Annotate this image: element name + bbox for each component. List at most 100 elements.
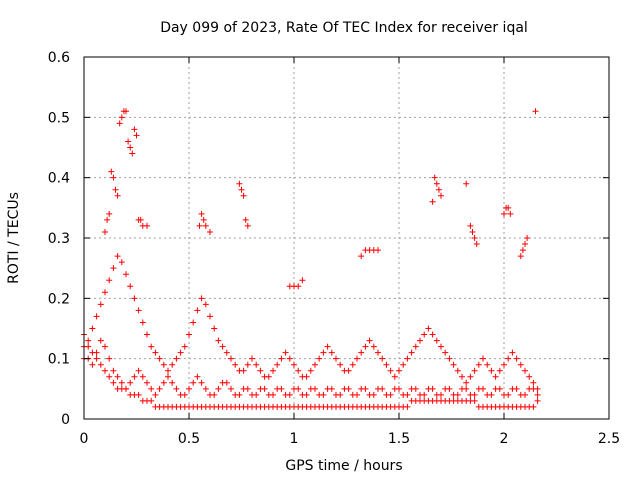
data-point xyxy=(148,343,155,350)
data-point xyxy=(129,150,136,157)
y-tick-label: 0.2 xyxy=(48,291,70,307)
data-point xyxy=(278,385,285,392)
data-point xyxy=(169,379,176,386)
data-point xyxy=(194,373,201,380)
data-point xyxy=(110,367,117,374)
data-point xyxy=(165,373,171,380)
y-tick-label: 0.1 xyxy=(48,352,70,368)
data-point xyxy=(463,379,470,386)
data-point xyxy=(133,132,140,139)
data-point xyxy=(400,361,407,368)
data-point xyxy=(524,235,531,241)
data-point xyxy=(198,210,205,217)
data-point xyxy=(198,295,205,302)
data-point xyxy=(295,385,302,392)
data-point xyxy=(139,373,146,380)
data-point xyxy=(190,379,197,386)
data-point xyxy=(412,385,419,392)
data-point xyxy=(156,385,163,392)
data-point xyxy=(333,355,339,362)
chart-title: Day 099 of 2023, Rate Of TEC Index for r… xyxy=(160,20,528,36)
data-point xyxy=(106,210,113,217)
data-point xyxy=(396,385,402,392)
data-point xyxy=(396,367,402,374)
data-point xyxy=(446,385,453,392)
data-point xyxy=(366,337,373,344)
data-point xyxy=(253,391,260,398)
data-point xyxy=(257,367,264,374)
data-point xyxy=(211,391,218,398)
data-point xyxy=(144,379,150,386)
y-axis-label: ROTI / TECUs xyxy=(6,192,22,284)
data-point xyxy=(173,385,180,392)
data-point xyxy=(354,355,360,362)
data-point xyxy=(202,222,209,229)
data-point xyxy=(236,391,243,398)
y-tick-label: 0 xyxy=(61,412,70,428)
data-point xyxy=(291,361,297,368)
data-point xyxy=(379,355,386,362)
data-point xyxy=(148,397,155,404)
data-point xyxy=(127,283,134,290)
data-point xyxy=(278,355,285,362)
data-point xyxy=(438,391,444,398)
data-point xyxy=(509,349,516,356)
data-point xyxy=(328,349,335,356)
x-axis-label: GPS time / hours xyxy=(285,458,402,474)
data-point xyxy=(240,192,247,199)
data-point xyxy=(118,379,125,386)
data-point xyxy=(152,391,159,398)
data-point xyxy=(110,174,117,181)
y-tick-label: 0.4 xyxy=(48,171,70,187)
y-tick-label: 0.5 xyxy=(48,110,70,126)
data-point xyxy=(160,361,167,368)
data-point xyxy=(127,144,134,151)
x-axis-ticks: 0 0.5 1 1.5 2 2.5 xyxy=(80,57,620,447)
data-point xyxy=(156,355,163,362)
data-point xyxy=(249,355,255,362)
data-point xyxy=(270,367,276,374)
data-point xyxy=(228,385,234,392)
data-point xyxy=(118,114,125,121)
data-point xyxy=(379,385,386,392)
data-point xyxy=(202,385,209,392)
data-point xyxy=(110,265,117,272)
data-point xyxy=(425,325,432,332)
data-point xyxy=(488,367,495,374)
data-point xyxy=(228,355,234,362)
data-point xyxy=(97,337,104,344)
data-point xyxy=(513,385,520,392)
grid-lines xyxy=(84,57,609,419)
data-point xyxy=(186,385,192,392)
data-point xyxy=(114,192,121,199)
data-point xyxy=(131,126,138,133)
data-point xyxy=(219,343,226,350)
data-point xyxy=(522,367,528,374)
data-point xyxy=(375,349,381,356)
data-point xyxy=(265,373,272,380)
data-point xyxy=(236,180,243,187)
data-point xyxy=(467,222,474,229)
data-point xyxy=(196,222,203,229)
data-point xyxy=(442,349,449,356)
x-tick-label: 0 xyxy=(80,431,89,447)
data-point xyxy=(131,373,138,380)
data-point xyxy=(345,385,352,392)
data-point xyxy=(244,361,251,368)
data-point xyxy=(232,361,239,368)
data-point xyxy=(375,247,381,254)
data-point xyxy=(320,349,327,356)
data-point xyxy=(215,385,222,392)
data-point xyxy=(358,349,365,356)
data-point xyxy=(421,391,428,398)
data-point xyxy=(383,361,390,368)
data-point xyxy=(362,343,369,350)
x-tick-label: 2 xyxy=(500,431,509,447)
data-point xyxy=(148,385,155,392)
data-point xyxy=(358,253,365,260)
data-point xyxy=(391,373,398,380)
data-point xyxy=(123,271,129,278)
data-point xyxy=(505,355,512,362)
data-point xyxy=(93,313,100,320)
data-point xyxy=(530,403,537,410)
